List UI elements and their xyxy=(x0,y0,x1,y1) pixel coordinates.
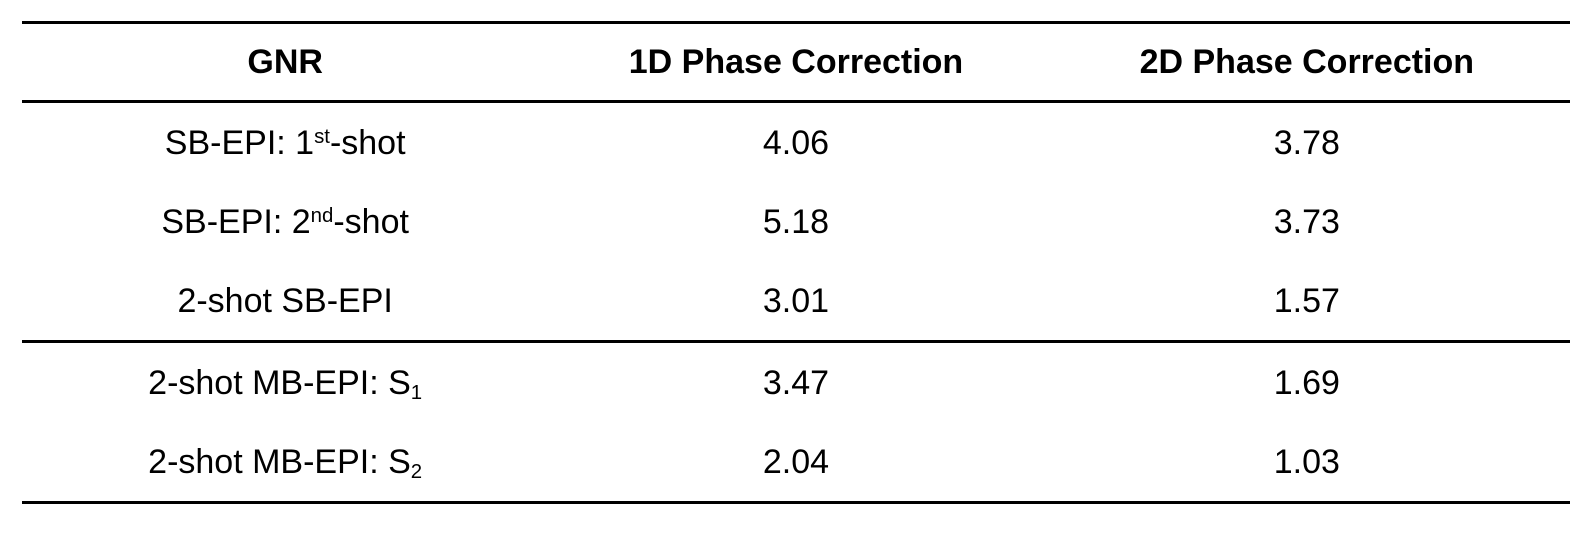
value-2d: 1.03 xyxy=(1273,442,1340,481)
row-label-text: -shot xyxy=(329,123,406,162)
table-bottom-rule xyxy=(22,501,1570,504)
table-row-2-shot-mb-epi-s1: 2-shot MB-EPI: S1 3.47 1.69 xyxy=(22,343,1570,422)
column-header-2d-phase-correction: 2D Phase Correction xyxy=(1139,43,1475,81)
row-label: SB-EPI: 2nd-shot xyxy=(22,205,548,239)
column-header-gnr: GNR xyxy=(247,43,323,81)
row-label-superscript: st xyxy=(314,126,330,149)
row-label-text: 2-shot SB-EPI xyxy=(177,281,393,320)
gnr-table: GNR 1D Phase Correction 2D Phase Correct… xyxy=(22,21,1570,504)
table-row-sb-epi-1st-shot: SB-EPI: 1st-shot 4.06 3.78 xyxy=(22,103,1570,182)
value-1d: 3.01 xyxy=(762,281,830,320)
row-label: SB-EPI: 1st-shot xyxy=(22,126,548,160)
row-label-subscript: 1 xyxy=(410,382,423,405)
header-divider-rule xyxy=(22,100,1570,103)
row-label-text: 2-shot MB-EPI: S xyxy=(148,442,411,481)
table-row-2-shot-mb-epi-s2: 2-shot MB-EPI: S2 2.04 1.03 xyxy=(22,422,1570,501)
row-label-text: SB-EPI: 2 xyxy=(161,202,311,241)
row-label: 2-shot MB-EPI: S2 xyxy=(22,442,548,483)
row-label-text: 2-shot MB-EPI: S xyxy=(148,363,411,402)
row-label: 2-shot MB-EPI: S1 xyxy=(22,363,548,404)
value-1d: 3.47 xyxy=(762,363,830,402)
row-label-text: SB-EPI: 1 xyxy=(164,123,315,162)
row-label: 2-shot SB-EPI xyxy=(22,284,548,318)
value-2d: 1.69 xyxy=(1273,363,1340,402)
table-top-rule xyxy=(22,21,1570,24)
group-divider-rule xyxy=(22,340,1570,343)
table-row-sb-epi-2nd-shot: SB-EPI: 2nd-shot 5.18 3.73 xyxy=(22,182,1570,261)
row-label-subscript: 2 xyxy=(410,461,423,484)
value-1d: 2.04 xyxy=(762,442,830,481)
column-header-1d-phase-correction: 1D Phase Correction xyxy=(628,43,964,81)
row-label-superscript: nd xyxy=(310,205,334,228)
value-1d: 5.18 xyxy=(762,202,830,241)
value-2d: 1.57 xyxy=(1273,281,1340,320)
row-label-text: -shot xyxy=(333,202,409,241)
value-2d: 3.78 xyxy=(1273,123,1340,162)
table-row-2-shot-sb-epi: 2-shot SB-EPI 3.01 1.57 xyxy=(22,261,1570,340)
value-1d: 4.06 xyxy=(762,123,830,162)
table-header-row: GNR 1D Phase Correction 2D Phase Correct… xyxy=(22,24,1570,100)
value-2d: 3.73 xyxy=(1273,202,1340,241)
